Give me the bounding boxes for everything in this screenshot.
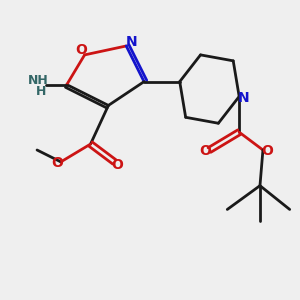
Text: O: O [111,158,123,172]
Text: N: N [238,91,249,105]
Text: O: O [200,145,211,158]
Text: O: O [261,145,273,158]
Text: N: N [126,34,137,49]
Text: O: O [76,43,88,56]
Text: H: H [36,85,47,98]
Text: NH: NH [28,74,49,87]
Text: O: O [51,156,63,170]
